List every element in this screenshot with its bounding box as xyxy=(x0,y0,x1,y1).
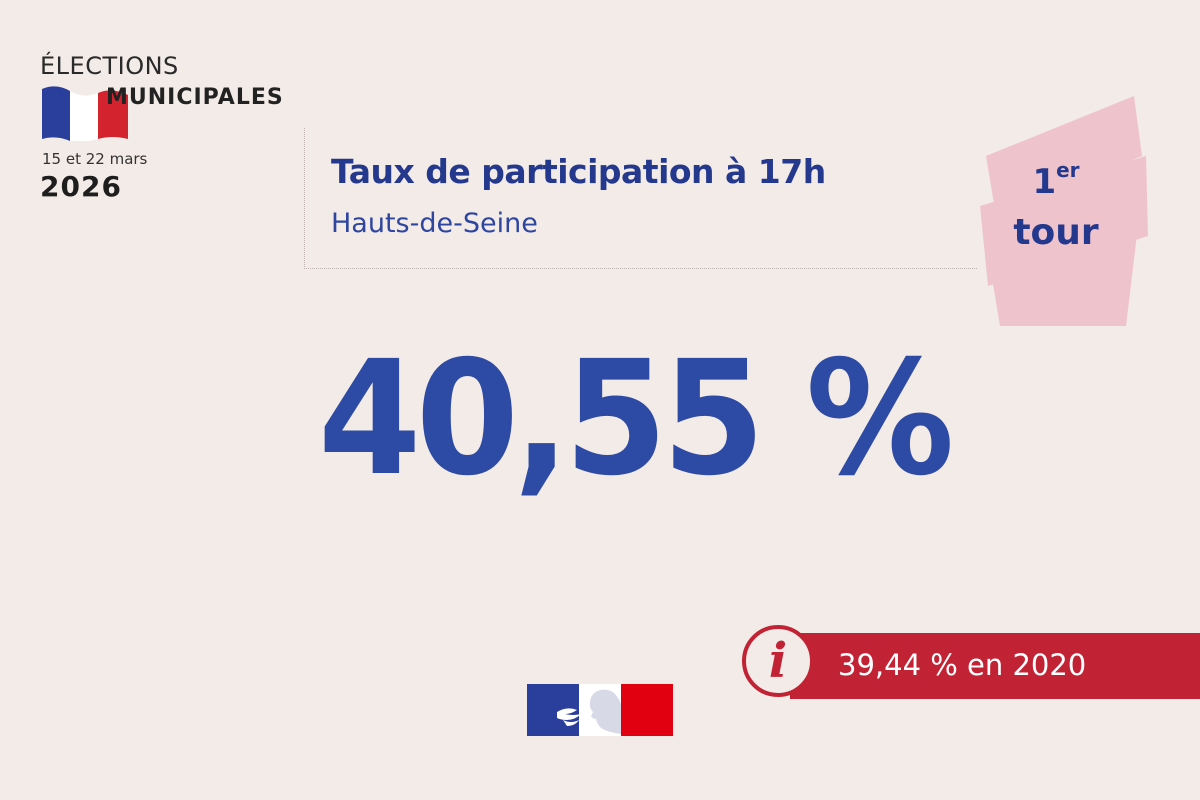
logo-elections-text: ÉLECTIONS xyxy=(40,52,179,80)
comparison-text: 39,44 % en 2020 xyxy=(838,648,1087,682)
title-panel: Taux de participation à 17h Hauts-de-Sei… xyxy=(304,128,977,269)
participation-rate: 40,55 % xyxy=(318,327,954,511)
round-number: 1er xyxy=(966,158,1146,202)
elections-logo: ÉLECTIONS MUNICIPALES 15 et 22 mars 2026 xyxy=(40,52,300,212)
badge-background xyxy=(980,96,1148,326)
department-name: Hauts-de-Seine xyxy=(331,208,538,239)
election-dates: 15 et 22 mars xyxy=(42,150,148,168)
election-year: 2026 xyxy=(40,170,122,203)
comparison-ribbon: 39,44 % en 2020 xyxy=(790,633,1200,699)
round-number-suffix: er xyxy=(1056,158,1080,182)
round-label: tour xyxy=(1013,212,1099,253)
info-letter: i xyxy=(768,633,788,689)
round-badge: 1er tour xyxy=(966,96,1156,326)
round-number-value: 1 xyxy=(1032,162,1057,202)
logo-municipales-text: MUNICIPALES xyxy=(106,85,284,110)
info-icon: i xyxy=(742,625,814,697)
marianne-icon xyxy=(527,684,673,736)
page-title: Taux de participation à 17h xyxy=(331,152,826,191)
french-flag-icon xyxy=(42,86,128,141)
